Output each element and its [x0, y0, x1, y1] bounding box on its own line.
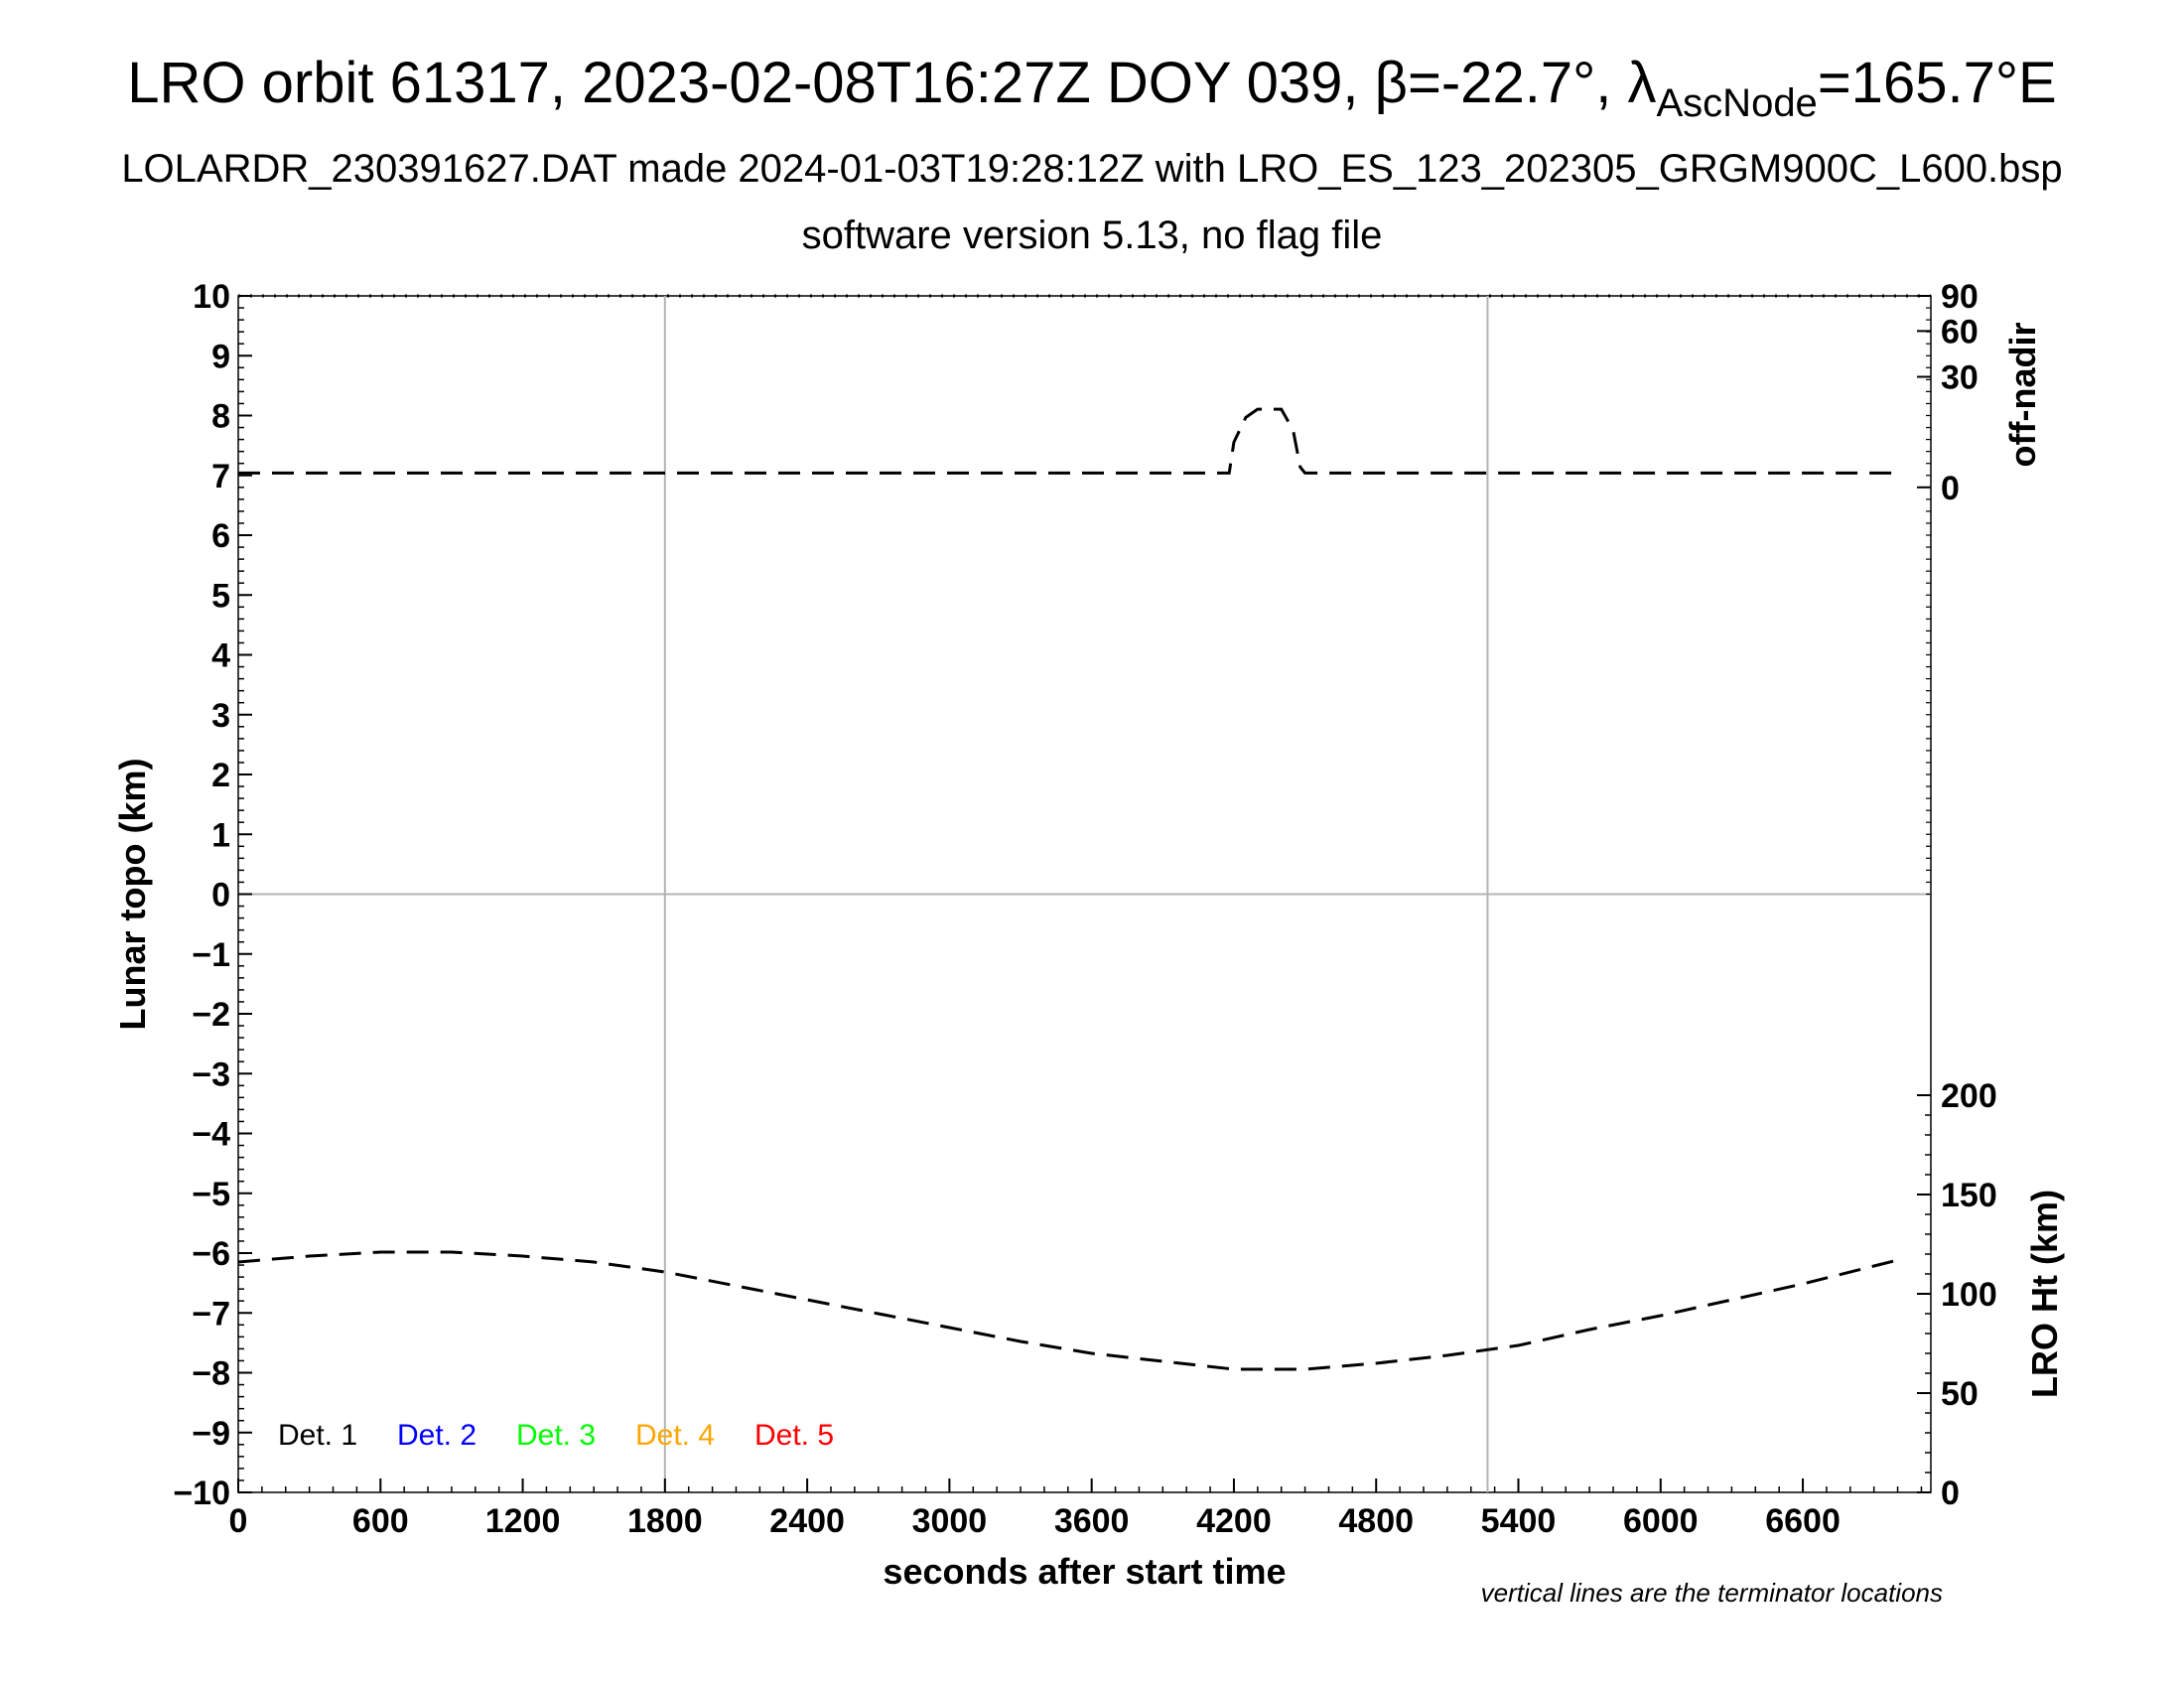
x-tick-label: 6000	[1623, 1502, 1699, 1540]
chart-subtitle: LOLARDR_230391627.DAT made 2024-01-03T19…	[121, 147, 2063, 191]
legend-det-2: Det. 2	[397, 1419, 477, 1452]
lro-ht-tick-label: 0	[1941, 1475, 1960, 1512]
lro-ht-tick-label: 50	[1941, 1375, 1979, 1413]
y-tick-label: 8	[211, 398, 230, 436]
y-tick-label: −6	[192, 1235, 230, 1273]
lro-ht-axis-title: LRO Ht (km)	[2024, 1190, 2065, 1398]
y-tick-label: −2	[192, 996, 230, 1034]
lro-ht-tick-label: 100	[1941, 1276, 1997, 1314]
y-tick-label: −8	[192, 1355, 230, 1393]
title-suffix: =165.7°E	[1817, 51, 2057, 115]
off-nadir-tick-label: 0	[1941, 470, 1960, 507]
y-tick-label: 5	[211, 577, 230, 615]
x-axis-title: seconds after start time	[883, 1551, 1286, 1592]
x-tick-label: 1200	[485, 1502, 561, 1540]
y-tick-label: −7	[192, 1295, 230, 1333]
y-tick-label: 0	[211, 877, 230, 914]
y-tick-label: 2	[211, 757, 230, 794]
y-tick-label: −10	[173, 1475, 230, 1512]
y-tick-label: 10	[193, 278, 230, 316]
y-tick-label: 6	[211, 517, 230, 555]
x-tick-label: 6600	[1765, 1502, 1841, 1540]
y-tick-label: −1	[192, 936, 230, 974]
y-tick-label: −3	[192, 1055, 230, 1093]
y-tick-label: 3	[211, 697, 230, 735]
x-tick-label: 4800	[1338, 1502, 1414, 1540]
legend-det-3: Det. 3	[516, 1419, 596, 1452]
y-tick-label: 9	[211, 338, 230, 375]
x-tick-label: 3600	[1054, 1502, 1130, 1540]
off-nadir-tick-label: 90	[1941, 278, 1979, 316]
x-tick-label: 600	[352, 1502, 409, 1540]
x-tick-label: 5400	[1481, 1502, 1557, 1540]
y-tick-label: 7	[211, 458, 230, 495]
legend-det-4: Det. 4	[635, 1419, 715, 1452]
x-tick-label: 4200	[1196, 1502, 1272, 1540]
off-nadir-axis-title: off-nadir	[2002, 323, 2043, 468]
off-nadir-trace	[238, 407, 1898, 475]
y-tick-label: −4	[192, 1116, 230, 1154]
x-tick-label: 1800	[627, 1502, 703, 1540]
version-line: software version 5.13, no flag file	[801, 213, 1383, 257]
y-tick-label: −5	[192, 1176, 230, 1213]
title-prefix: LRO orbit 61317, 2023-02-08T16:27Z DOY 0…	[127, 51, 1657, 115]
terminator-note: vertical lines are the terminator locati…	[1481, 1578, 1943, 1608]
lro-height-trace	[237, 1250, 1898, 1371]
lro-ht-tick-label: 150	[1941, 1177, 1997, 1214]
off-nadir-tick-label: 30	[1941, 358, 1979, 396]
x-tick-label: 0	[229, 1502, 248, 1540]
y-axis-title: Lunar topo (km)	[112, 759, 153, 1031]
y-tick-label: 4	[211, 637, 230, 675]
x-tick-label: 3000	[912, 1502, 988, 1540]
off-nadir-tick-label: 60	[1941, 313, 1979, 351]
legend-det-1: Det. 1	[278, 1419, 357, 1452]
lro-ht-tick-label: 200	[1941, 1077, 1997, 1115]
legend-det-5: Det. 5	[754, 1419, 834, 1452]
chart-title: LRO orbit 61317, 2023-02-08T16:27Z DOY 0…	[0, 50, 2184, 123]
y-tick-label: 1	[211, 816, 230, 854]
y-tick-label: −9	[192, 1415, 230, 1453]
title-subscript: AscNode	[1656, 81, 1818, 125]
x-tick-label: 2400	[769, 1502, 845, 1540]
